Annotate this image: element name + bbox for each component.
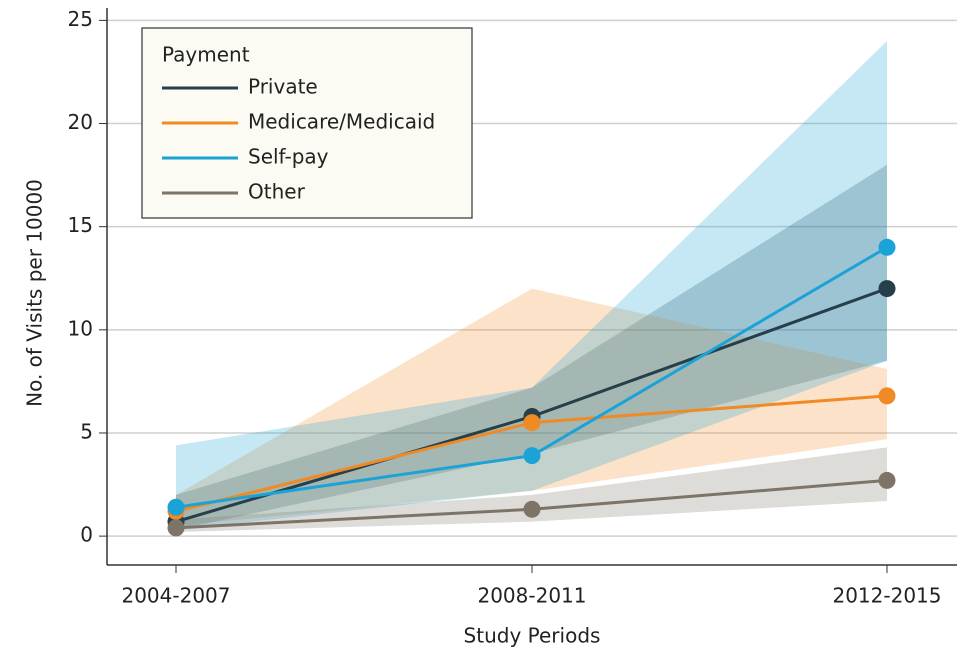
data-point — [167, 498, 185, 516]
data-point — [878, 471, 896, 489]
data-point — [878, 280, 896, 298]
data-point — [878, 238, 896, 256]
y-tick-label: 20 — [68, 110, 93, 134]
confidence-band — [176, 447, 887, 532]
x-tick-label: 2004-2007 — [121, 584, 230, 608]
legend-label: Self-pay — [248, 145, 329, 169]
legend-label: Medicare/Medicaid — [248, 110, 435, 134]
y-tick-label: 15 — [68, 213, 93, 237]
legend-label: Other — [248, 180, 306, 204]
data-point — [878, 387, 896, 405]
data-point — [523, 414, 541, 432]
data-point — [167, 519, 185, 537]
data-point — [523, 447, 541, 465]
y-tick-label: 0 — [80, 523, 93, 547]
x-axis-label: Study Periods — [464, 624, 601, 648]
confidence-band — [176, 41, 887, 530]
x-tick-label: 2008-2011 — [477, 584, 586, 608]
y-tick-label: 5 — [80, 419, 93, 443]
legend: Payment Private Medicare/Medicaid Self-pay O… — [141, 27, 473, 219]
y-axis-label: No. of Visits per 10000 — [23, 179, 47, 407]
data-point — [523, 500, 541, 518]
legend-label: Private — [248, 75, 318, 99]
legend-title: Payment — [162, 43, 250, 67]
x-tick-label: 2012-2015 — [832, 584, 941, 608]
y-tick-label: 25 — [68, 7, 93, 31]
y-tick-label: 10 — [68, 316, 93, 340]
